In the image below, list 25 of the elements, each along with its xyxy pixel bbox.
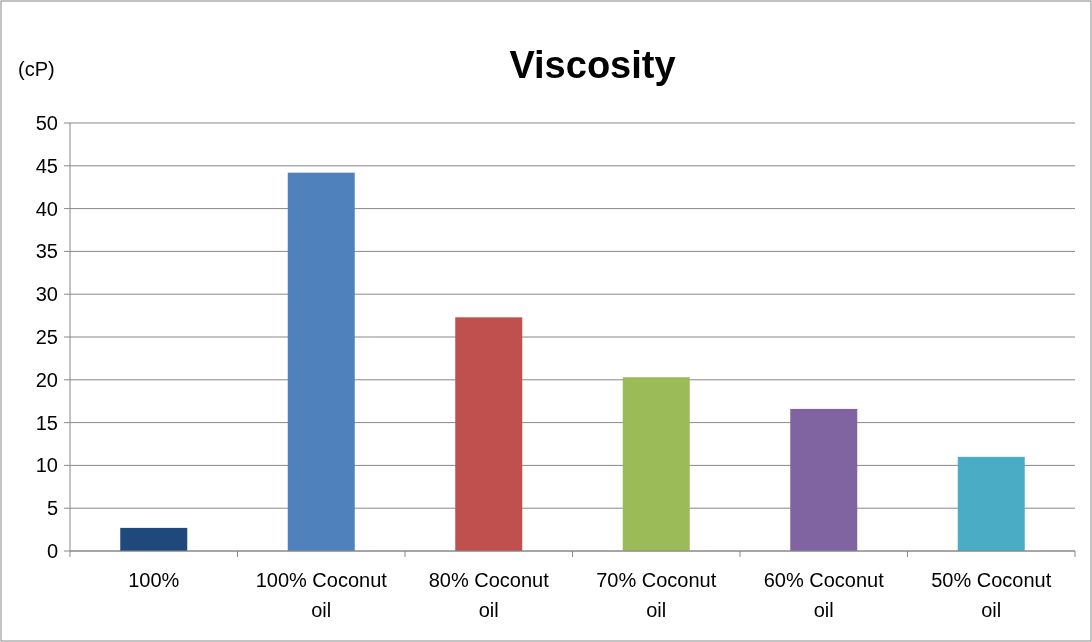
- x-tick-label: 70% Coconut oil: [596, 569, 717, 621]
- x-tick-label: 100% Coconut oil: [255, 569, 388, 621]
- y-tick-label: 15: [35, 411, 58, 434]
- y-tick-label: 20: [35, 368, 58, 391]
- bar: [622, 377, 690, 551]
- bar: [455, 317, 523, 551]
- y-axis-title: (cP): [18, 58, 55, 80]
- bar: [120, 527, 188, 551]
- y-tick-label: 30: [35, 283, 58, 306]
- bar: [790, 408, 858, 551]
- y-tick-label: 0: [46, 540, 58, 562]
- y-tick-label: 45: [35, 154, 58, 177]
- bar: [957, 456, 1025, 551]
- y-tick-label: 40: [35, 197, 58, 220]
- chart-title: Viscosity: [509, 44, 676, 86]
- y-tick-label: 50: [35, 112, 58, 134]
- x-tick-label: 80% Coconut oil: [428, 569, 550, 621]
- y-tick-label: 35: [35, 240, 58, 263]
- x-tick-label: 100%: [128, 569, 180, 591]
- y-tick-label: 10: [35, 454, 58, 477]
- bar: [287, 172, 355, 551]
- x-tick-label: 50% Coconut oil: [931, 569, 1052, 621]
- y-tick-label: 25: [35, 326, 58, 348]
- y-tick-label: 5: [46, 497, 58, 520]
- x-tick-label: 60% Coconut oil: [763, 569, 885, 621]
